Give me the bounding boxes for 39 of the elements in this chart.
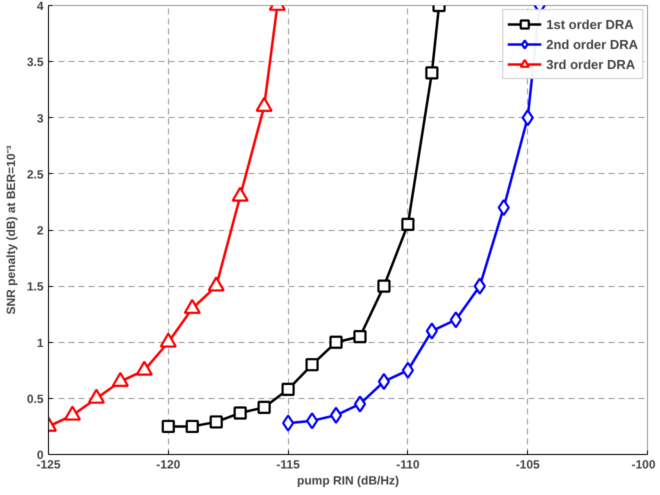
- point: [378, 372, 390, 390]
- point: [162, 420, 175, 434]
- legend-label: 1st order DRA: [546, 16, 634, 32]
- y-tick-label: 3.5: [26, 55, 44, 70]
- y-tick-label: 2: [36, 224, 44, 238]
- point: [234, 406, 247, 420]
- y-tick-label: 3: [36, 111, 44, 126]
- point: [474, 278, 486, 295]
- point: [377, 280, 391, 293]
- point: [305, 358, 319, 372]
- point: [329, 336, 343, 349]
- point: [330, 406, 342, 424]
- point: [425, 66, 438, 80]
- x-tick-label: -120: [156, 458, 181, 472]
- x-tick-label: -115: [276, 458, 300, 472]
- point: [258, 400, 271, 414]
- y-tick-label: 1: [36, 336, 44, 350]
- y-tick-label: 1.5: [26, 280, 44, 294]
- point: [210, 415, 223, 429]
- x-tick-label: -125: [36, 458, 61, 472]
- point: [450, 311, 462, 328]
- y-tick-label: 2.5: [26, 167, 44, 182]
- x-tick-label: -100: [631, 458, 656, 472]
- point: [522, 109, 534, 126]
- point: [306, 412, 318, 430]
- point: [186, 420, 199, 434]
- y-tick-label: 0.5: [26, 392, 44, 406]
- y-axis-title: SNR penalty (dB) at BER=10⁻³: [4, 145, 18, 315]
- point: [401, 218, 414, 231]
- x-tick-label: -110: [396, 458, 420, 472]
- point: [282, 382, 295, 396]
- point: [354, 395, 366, 413]
- x-axis-title: pump RIN (dB/Hz): [297, 474, 399, 488]
- x-tick-label: -105: [516, 458, 540, 472]
- y-tick-label: 4: [36, 0, 44, 13]
- legend-label: 2nd order DRA: [546, 36, 638, 52]
- point: [353, 330, 367, 344]
- legend-label: 3rd order DRA: [546, 56, 636, 72]
- point: [402, 362, 414, 379]
